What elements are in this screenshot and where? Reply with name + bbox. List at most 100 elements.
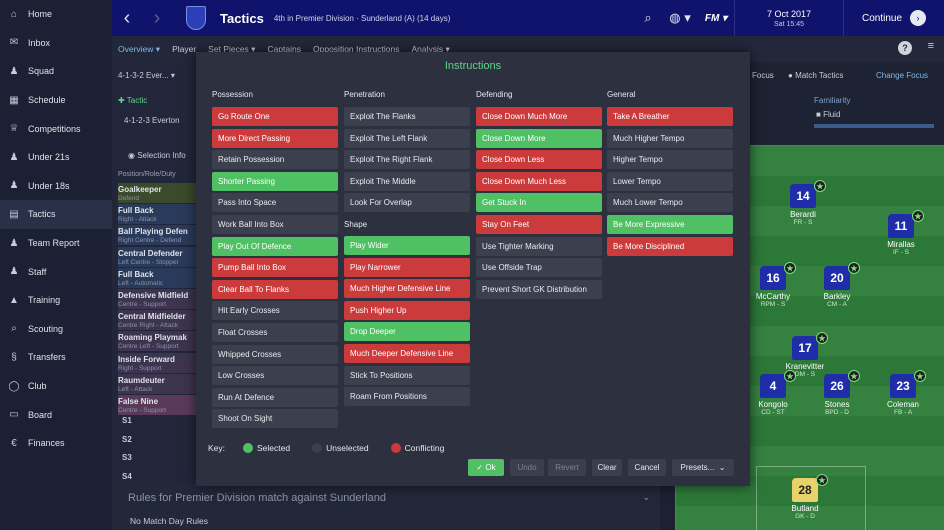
role-row[interactable]: Full Back Left - Automatic [118, 270, 196, 288]
role-row[interactable]: Roaming Playmak Centre Left - Support [118, 333, 196, 351]
instruction-button[interactable]: Much Deeper Defensive Line [344, 344, 470, 363]
instruction-button[interactable]: Float Crosses [212, 323, 338, 342]
instruction-button[interactable]: Lower Tempo [607, 171, 733, 191]
sidebar-item-transfers[interactable]: § Transfers [0, 343, 112, 372]
instruction-button[interactable]: Close Down Much More [476, 107, 602, 126]
role-row[interactable]: Defensive Midfield Centre - Support [118, 291, 196, 309]
pitch-player[interactable]: 17 ★ Kranevitter DM - S [770, 332, 840, 378]
instruction-button[interactable]: Be More Expressive [607, 215, 733, 234]
tab-overview[interactable]: Overview ▾ [118, 43, 161, 54]
tab-set-pieces[interactable]: Set Pieces ▾ [208, 43, 256, 54]
instruction-button[interactable]: Run At Defence [212, 387, 338, 407]
continue-button[interactable]: Continue › [844, 10, 944, 26]
sidebar-item-team-report[interactable]: ♟ Team Report [0, 229, 112, 258]
pitch-player[interactable]: 4 ★ Kongolo CD - ST [738, 370, 808, 416]
instruction-button[interactable]: Be More Disciplined [607, 236, 733, 256]
pitch-player[interactable]: 23 ★ Coleman FB - A [868, 370, 938, 416]
instruction-button[interactable]: More Direct Passing [212, 128, 338, 148]
ok-button[interactable]: ✓ Ok [468, 459, 504, 476]
instruction-button[interactable]: Get Stuck In [476, 193, 602, 213]
instruction-button[interactable]: Much Higher Defensive Line [344, 279, 470, 299]
instruction-button[interactable]: Higher Tempo [607, 150, 733, 170]
sidebar-item-under-21s[interactable]: ♟ Under 21s [0, 143, 112, 172]
fm-logo[interactable]: FM ▾ [704, 12, 728, 24]
sidebar-item-club[interactable]: ◯ Club [0, 372, 112, 401]
help-icon[interactable]: ? [898, 41, 912, 55]
menu-icon[interactable]: ≡ [927, 40, 934, 52]
instruction-button[interactable]: Play Narrower [344, 257, 470, 277]
instruction-button[interactable]: Much Higher Tempo [607, 128, 733, 148]
tab-player[interactable]: Player [172, 44, 197, 54]
instruction-button[interactable]: Hit Early Crosses [212, 301, 338, 321]
pitch-player[interactable]: 11 ★ Mirallas IF - S [866, 210, 936, 256]
instruction-button[interactable]: Take A Breather [607, 107, 733, 126]
sidebar-item-tactics[interactable]: ▤ Tactics [0, 200, 112, 229]
sidebar-item-squad[interactable]: ♟ Squad [0, 57, 112, 86]
club-badge-icon[interactable] [186, 6, 206, 30]
undo-button[interactable]: Undo [510, 459, 544, 476]
instruction-button[interactable]: Shorter Passing [212, 171, 338, 191]
pitch-player[interactable]: 20 ★ Barkley CM - A [802, 262, 872, 308]
role-row[interactable]: False Nine Centre - Support [118, 397, 196, 415]
role-row[interactable]: Inside Forward Right - Support [118, 355, 196, 373]
instruction-button[interactable]: Exploit The Flanks [344, 107, 470, 126]
instruction-button[interactable]: Play Wider [344, 236, 470, 255]
instruction-button[interactable]: Low Crosses [212, 366, 338, 386]
instruction-button[interactable]: Shoot On Sight [212, 409, 338, 429]
sidebar-item-inbox[interactable]: ✉ Inbox [0, 29, 112, 58]
instruction-button[interactable]: Stay On Feet [476, 215, 602, 234]
role-row[interactable]: Full Back Right - Attack [118, 206, 196, 224]
instruction-button[interactable]: Prevent Short GK Distribution [476, 279, 602, 299]
pitch-player[interactable]: 14 ★ Berardi FR - S [768, 180, 838, 226]
match-tactics-toggle[interactable]: ● Match Tactics [788, 71, 844, 80]
instruction-button[interactable]: Work Ball Into Box [212, 215, 338, 234]
selection-info[interactable]: ◉ Selection Info [128, 151, 186, 160]
tab-captains[interactable]: Captains [267, 44, 302, 54]
instruction-button[interactable]: Close Down More [476, 128, 602, 148]
instruction-button[interactable]: Exploit The Right Flank [344, 150, 470, 170]
cancel-button[interactable]: Cancel [628, 459, 666, 476]
sub-slot[interactable]: S1 [122, 416, 132, 425]
instruction-button[interactable]: Retain Possession [212, 150, 338, 170]
sub-slot[interactable]: S2 [122, 434, 132, 444]
tab-opposition-instructions[interactable]: Opposition Instructions [313, 44, 400, 54]
change-focus-link[interactable]: Change Focus [876, 71, 929, 80]
sub-slot[interactable]: S3 [122, 453, 132, 462]
instruction-button[interactable]: Close Down Less [476, 150, 602, 170]
revert-button[interactable]: Revert [548, 459, 586, 476]
pitch-player[interactable]: 16 ★ McCarthy RPM - S [738, 262, 808, 308]
sidebar-item-finances[interactable]: € Finances [0, 429, 112, 458]
instruction-button[interactable]: Push Higher Up [344, 300, 470, 320]
instruction-button[interactable]: Look For Overlap [344, 193, 470, 213]
sidebar-item-scouting[interactable]: ⌕ Scouting [0, 315, 112, 344]
tab-analysis[interactable]: Analysis ▾ [411, 43, 450, 54]
search-icon[interactable]: ⌕ [644, 10, 652, 25]
pitch-player[interactable]: 28 ★ Butland GK - D [770, 474, 840, 520]
sidebar-item-schedule[interactable]: ▦ Schedule [0, 86, 112, 115]
instruction-button[interactable]: Much Lower Tempo [607, 193, 733, 213]
instruction-button[interactable]: Pump Ball Into Box [212, 258, 338, 278]
role-row[interactable]: Central Midfielder Centre Right - Attack [118, 312, 196, 330]
instruction-button[interactable]: Use Offside Trap [476, 258, 602, 278]
formation-select[interactable]: 4-1-3-2 Ever... ▾ [118, 71, 175, 80]
role-row[interactable]: Ball Playing Defen Right Centre - Defend [118, 227, 196, 245]
instruction-button[interactable]: Go Route One [212, 107, 338, 126]
sidebar-item-competitions[interactable]: ♕ Competitions [0, 114, 112, 143]
instruction-button[interactable]: Exploit The Middle [344, 171, 470, 191]
sidebar-item-under-18s[interactable]: ♟ Under 18s [0, 172, 112, 201]
instruction-button[interactable]: Clear Ball To Flanks [212, 279, 338, 299]
role-row[interactable]: Raumdeuter Left - Attack [118, 376, 196, 394]
sub-slot[interactable]: S4 [122, 471, 132, 481]
back-arrow-icon[interactable]: ‹ [123, 6, 131, 29]
forward-arrow-icon[interactable]: › [153, 6, 161, 29]
role-row[interactable]: Central Defender Left Centre - Stopper [118, 249, 196, 267]
sidebar-item-home[interactable]: ⌂ Home [0, 0, 112, 29]
pitch-player[interactable]: 26 ★ Stones BPD - D [802, 370, 872, 416]
role-row[interactable]: Goalkeeper Defend [118, 185, 196, 203]
instruction-button[interactable]: Play Out Of Defence [212, 236, 338, 256]
instruction-button[interactable]: Roam From Positions [344, 387, 470, 407]
rules-expand-icon[interactable]: ⌄ [642, 492, 650, 502]
instruction-button[interactable]: Pass Into Space [212, 193, 338, 213]
instruction-button[interactable]: Exploit The Left Flank [344, 128, 470, 148]
instruction-button[interactable]: Use Tighter Marking [476, 236, 602, 256]
